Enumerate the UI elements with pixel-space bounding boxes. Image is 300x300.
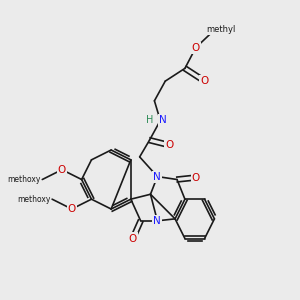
Text: O: O <box>200 76 209 86</box>
Text: N: N <box>154 172 161 182</box>
Text: O: O <box>192 172 200 182</box>
Text: methyl: methyl <box>207 26 236 34</box>
Text: N: N <box>159 116 167 125</box>
Text: O: O <box>68 204 76 214</box>
Text: O: O <box>165 140 173 150</box>
Text: H: H <box>146 116 153 125</box>
Text: O: O <box>192 43 200 53</box>
Text: methoxy: methoxy <box>17 195 50 204</box>
Text: methoxy: methoxy <box>7 175 40 184</box>
Text: N: N <box>154 216 161 226</box>
Text: O: O <box>129 233 137 244</box>
Text: O: O <box>58 165 66 175</box>
